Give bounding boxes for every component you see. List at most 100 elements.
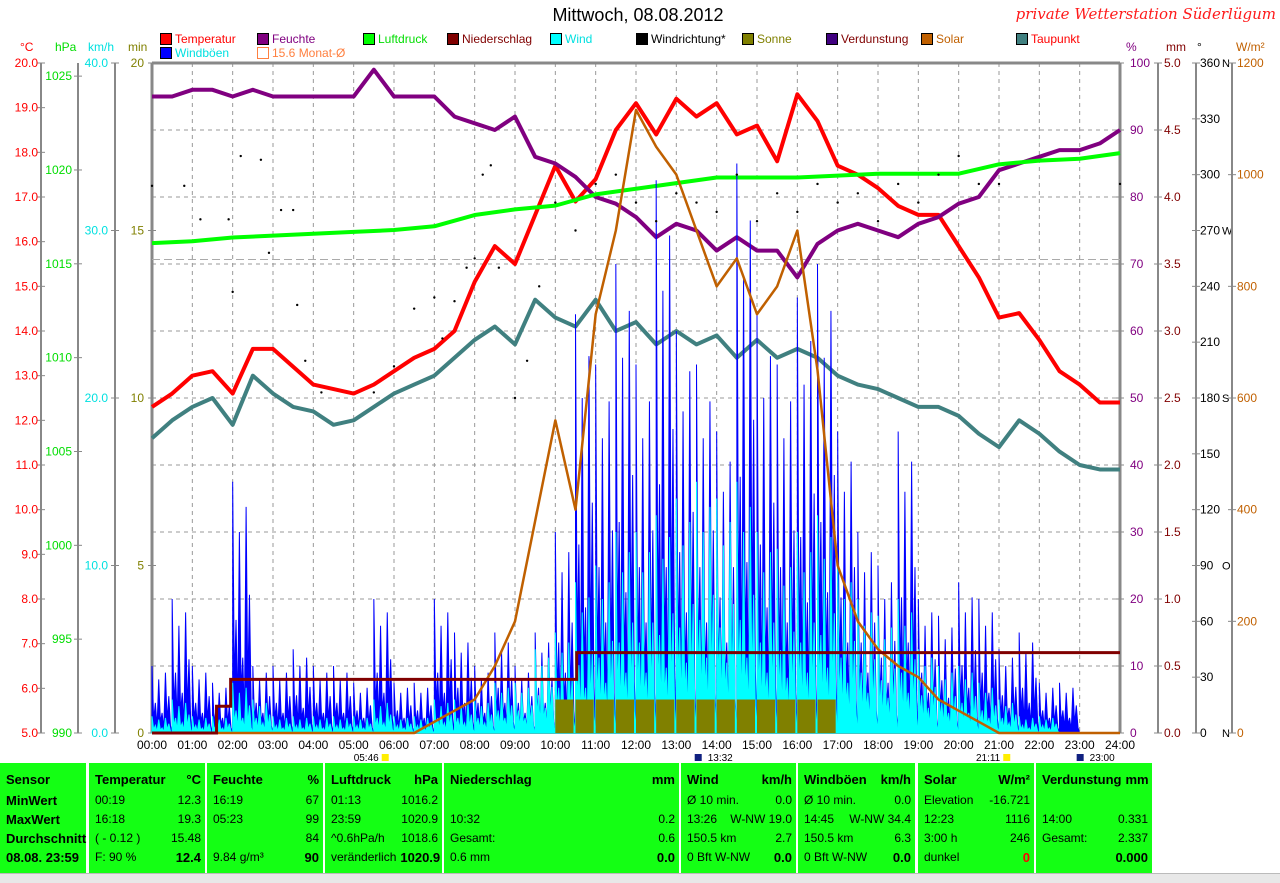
legend-item-feuchte: Feuchte (257, 32, 315, 46)
series-windrichtung-point (267, 251, 271, 255)
direction-tick-label: 360 (1200, 56, 1220, 70)
panel-row: 01:13 1016.2 (331, 793, 438, 807)
row-value: 0.331 (1117, 812, 1148, 826)
series-windrichtung-point (227, 218, 230, 221)
series-windrichtung-point (538, 285, 541, 288)
panel-row: 0 Bft W-NW 0.0 (804, 850, 911, 865)
row-label: 00:19 (95, 793, 126, 807)
row-value: 6.3 (894, 831, 911, 845)
legend-item-temperatur: Temperatur (160, 32, 236, 46)
legend-item-luftdruck: Luftdruck (363, 32, 427, 46)
panel-header: Wind (687, 772, 719, 787)
pressure-axis-unit: hPa (55, 40, 77, 54)
series-sonne-bar (817, 699, 836, 733)
panel-humidity: Feuchte% 16:19 67 05:23 99 84 9.84 g/m³ 90 (207, 763, 323, 873)
compass-label: W (1222, 226, 1233, 238)
row-value: 0.0 (775, 793, 792, 807)
panel-row: 14:45 W-NW 34.4 (804, 812, 911, 826)
series-windrichtung-point (296, 303, 299, 307)
series-windrichtung-point (231, 290, 234, 294)
panel-row: 12:23 1116 (924, 812, 1030, 826)
row-label: F: 90 % (95, 850, 137, 864)
wind-tick-label: 30.0 (85, 224, 109, 238)
legend-label: Feuchte (272, 32, 316, 46)
series-windböen-bar (171, 598, 193, 734)
series-windrichtung-point (513, 396, 517, 400)
legend-label: Taupunkt (1031, 32, 1080, 46)
row-label: Ø 10 min. (687, 793, 740, 807)
series-windrichtung-point (876, 219, 880, 223)
series-windrichtung-point (836, 201, 839, 204)
compass-label: O (1222, 561, 1231, 573)
series-sonne-bar (736, 699, 755, 733)
series-windrichtung-point (433, 296, 436, 299)
pressure-tick-label: 990 (52, 726, 72, 740)
solar-tick-label: 400 (1237, 503, 1257, 517)
row-label: 10:32 (450, 812, 481, 826)
rain-tick-label: 3.5 (1164, 257, 1181, 271)
series-windrichtung-point (392, 365, 396, 368)
series-niederschlag-line (152, 651, 1120, 735)
series-sonne-bar (676, 699, 695, 733)
row-label: 150.5 km (804, 831, 854, 845)
sensor-row-label: Durchschnitt (6, 831, 87, 846)
panel-unit: hPa (414, 772, 438, 787)
series-windrichtung-point (239, 154, 242, 158)
x-tick-label: 23:00 (1065, 738, 1095, 752)
series-wind-bar (857, 598, 879, 734)
series-windrichtung-point (259, 158, 263, 161)
humidity-tick-label: 50 (1130, 391, 1144, 405)
series-wind-bar (1018, 716, 1041, 734)
row-value: -16.721 (989, 793, 1030, 807)
x-tick-label: 18:00 (863, 738, 893, 752)
panel-row: 9.84 g/m³ 90 (213, 850, 319, 865)
humidity-axis-unit: % (1126, 40, 1137, 54)
sun-tick-label: 15 (131, 224, 145, 238)
x-tick-label: 12:00 (621, 738, 651, 752)
row-value: 246 (1009, 831, 1030, 845)
temp-tick-label: 6.0 (21, 681, 38, 695)
temp-tick-label: 18.0 (15, 145, 39, 159)
panel-header: Windböen (804, 772, 867, 787)
legend-label: Niederschlag (462, 32, 533, 46)
panel-row: 10:32 0.2 (450, 812, 675, 826)
row-label: 14:45 (804, 812, 835, 826)
series-windböen-bar (1018, 632, 1040, 734)
legend-item-wind: Wind (550, 32, 592, 46)
temp-tick-label: 12.0 (15, 413, 39, 427)
solar-tick-label: 1000 (1237, 168, 1264, 182)
temp-tick-label: 7.0 (21, 637, 38, 651)
series-windrichtung-point (150, 184, 154, 188)
row-label: Ø 10 min. (804, 793, 857, 807)
panel-row: veränderlich 1020.9 (331, 850, 440, 865)
x-tick-label: 03:00 (258, 738, 288, 752)
series-sonne-bar (777, 699, 796, 733)
row-label: 05:23 (213, 812, 244, 826)
series-windrichtung-point (453, 300, 456, 303)
series-wind-bar (897, 598, 919, 734)
series-temperatur-line (150, 92, 1120, 409)
compass-label: S (1222, 393, 1229, 405)
sun-tick-label: 0 (137, 726, 144, 740)
series-wind-bar (494, 682, 516, 734)
row-label: 23:59 (331, 812, 362, 826)
humidity-tick-label: 20 (1130, 592, 1144, 606)
row-label: 0 Bft W-NW (804, 850, 868, 864)
direction-tick-label: 30 (1200, 670, 1214, 684)
humidity-tick-label: 80 (1130, 190, 1144, 204)
direction-tick-label: 120 (1200, 503, 1220, 517)
direction-tick-label: 150 (1200, 447, 1220, 461)
row-value: 0.000 (1115, 850, 1148, 865)
x-tick-label: 24:00 (1105, 738, 1135, 752)
legend-label: 15.6 Monat-Ø (272, 46, 346, 60)
series-windrichtung-point (715, 210, 718, 214)
sunrise-icon (381, 754, 389, 761)
series-windrichtung-point (412, 307, 416, 310)
rain-tick-label: 0.5 (1164, 659, 1181, 673)
series-wind-bar (534, 649, 556, 734)
panel-row: 13:26 W-NW 19.0 (687, 812, 792, 826)
series-windrichtung-point (594, 182, 597, 186)
series-windrichtung-point (695, 201, 698, 204)
event-label-moon: 23:00 (1090, 753, 1115, 763)
row-value: 19.3 (177, 812, 201, 826)
